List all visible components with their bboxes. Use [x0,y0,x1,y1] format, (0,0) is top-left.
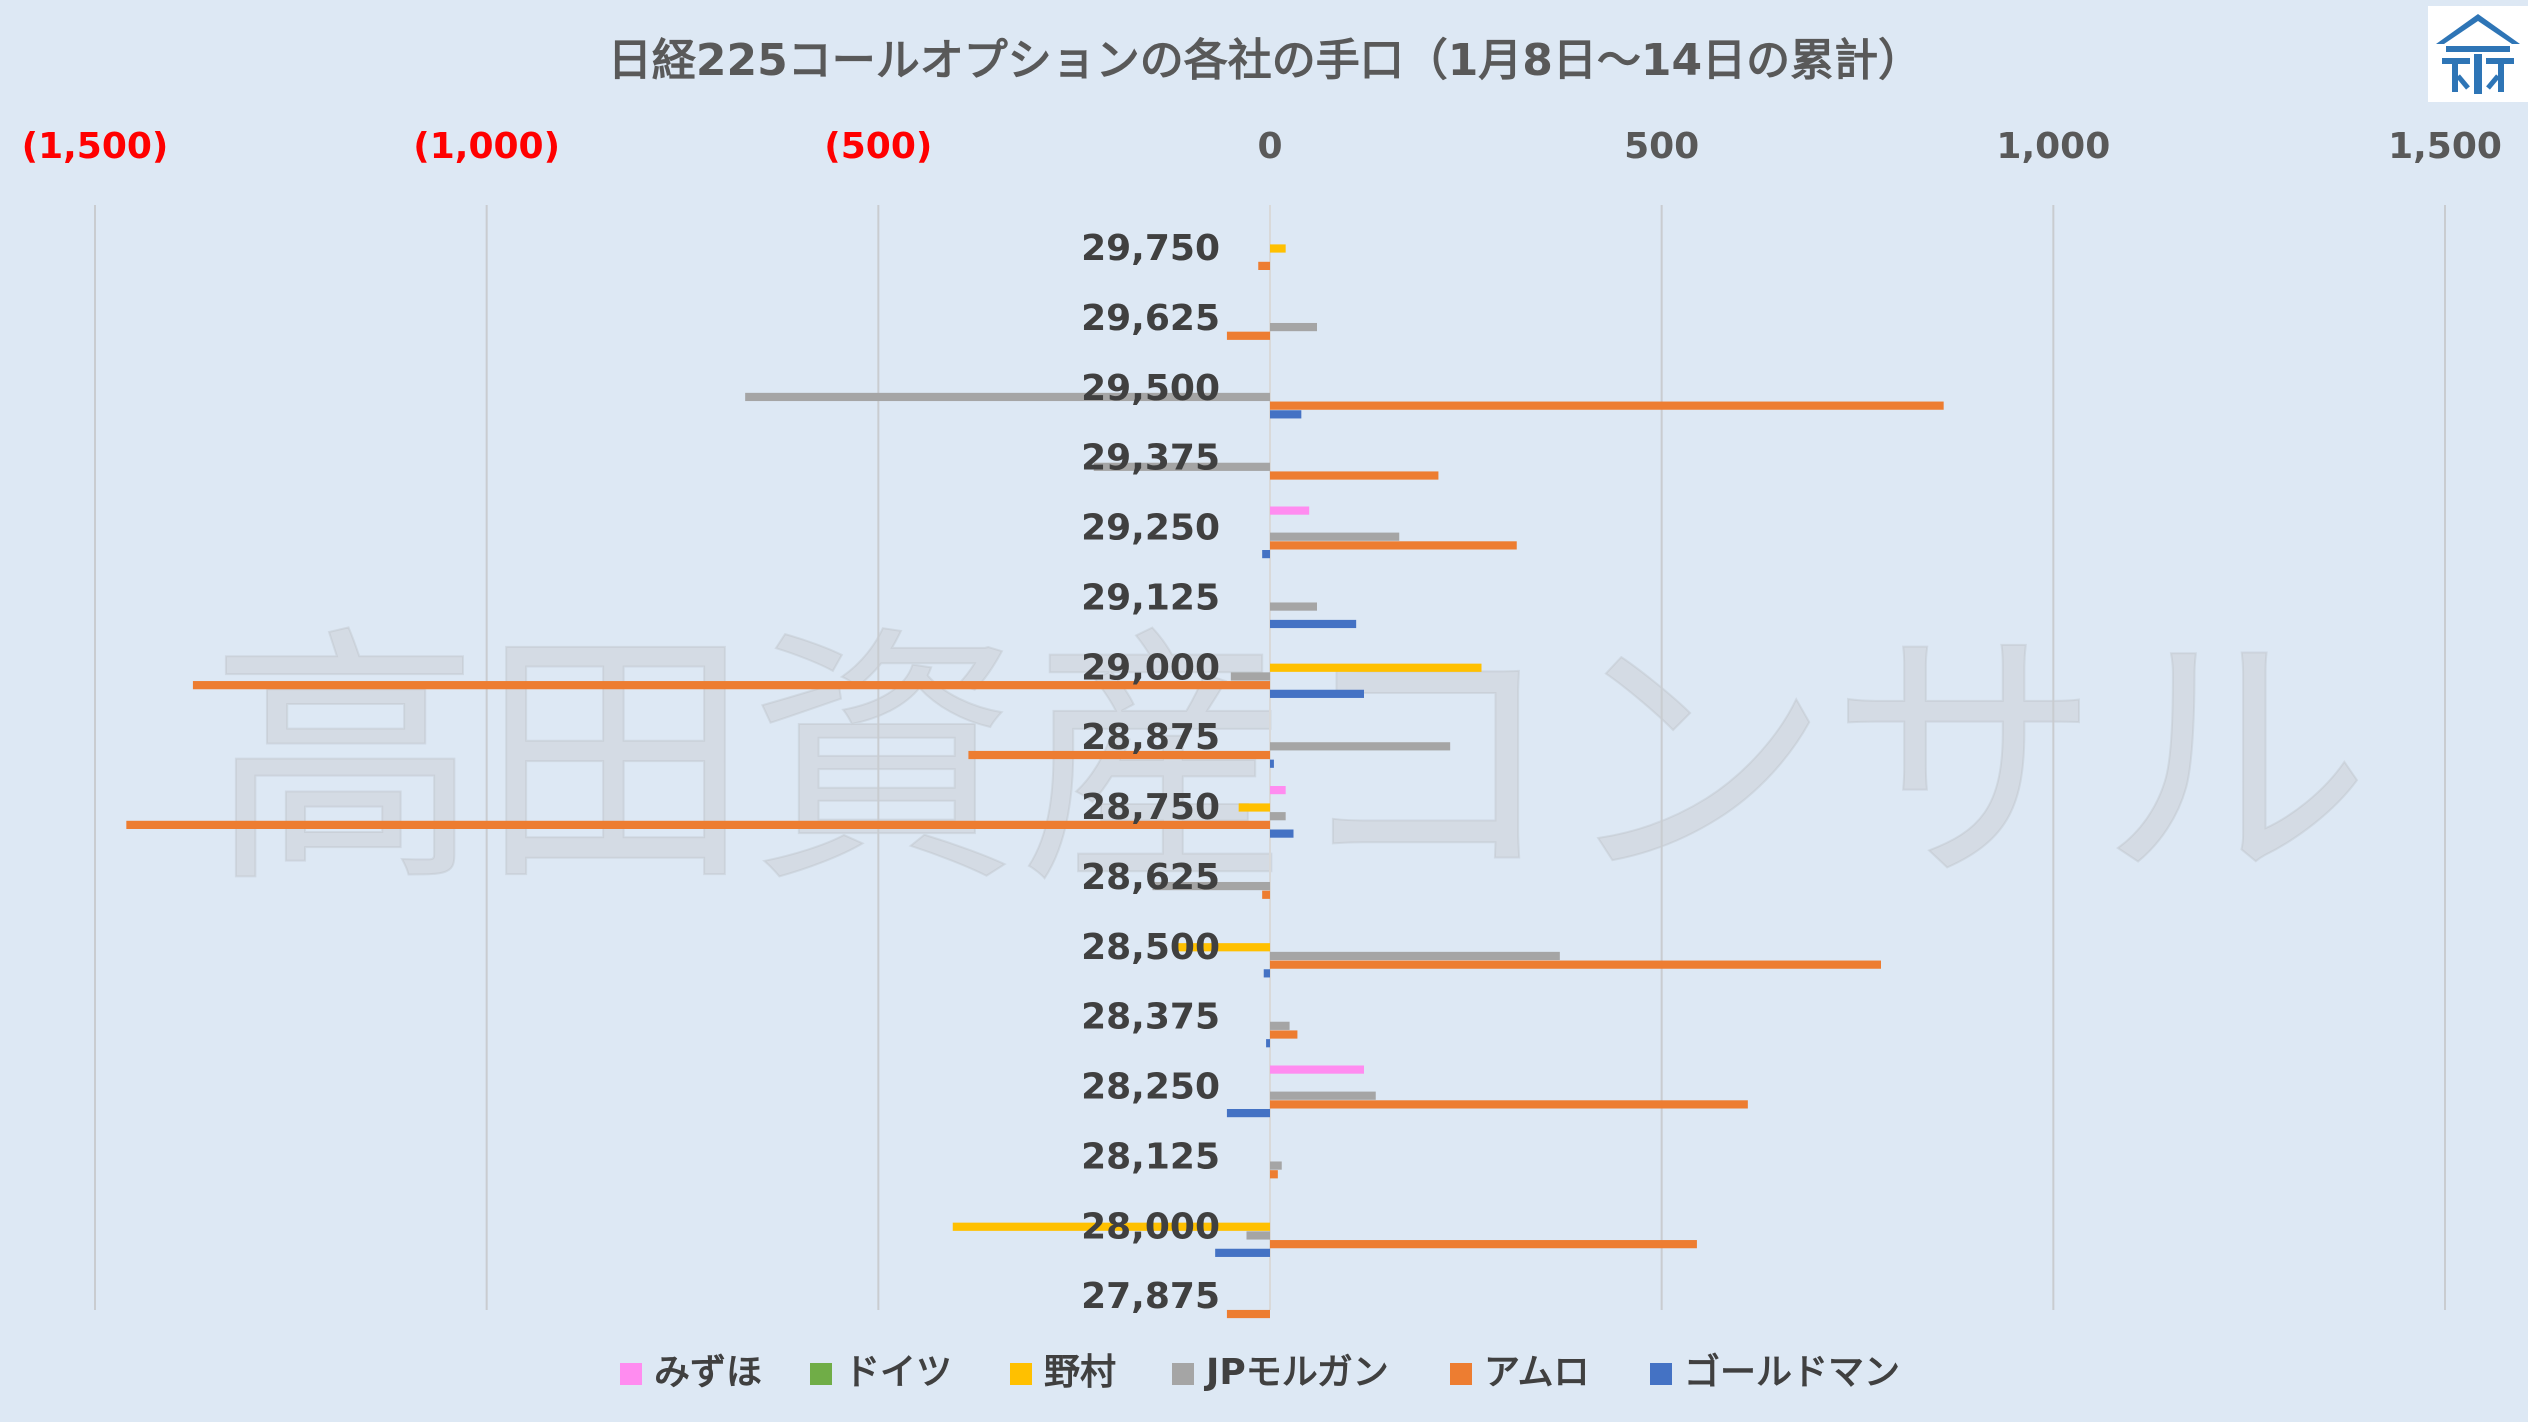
legend-swatch [1172,1363,1194,1385]
bar [1270,1240,1697,1249]
bar [1215,1248,1270,1257]
category-label: 28,375 [1081,997,1220,1038]
bar [1226,1309,1270,1319]
bar [192,681,1271,690]
bar [1270,401,1944,410]
category-label: 28,250 [1081,1067,1220,1108]
x-tick-label: 1,000 [1996,126,2110,167]
bar [1270,960,1881,969]
bar [1270,689,1364,698]
category-label: 29,625 [1081,298,1220,339]
legend-swatch [1450,1363,1472,1385]
bar [1226,331,1270,340]
legend-label: アムロ [1484,1352,1589,1393]
x-tick-label: (1,500) [22,126,169,167]
bar [1270,541,1517,550]
bar [745,392,1270,402]
bar [1270,1091,1376,1100]
bar [1270,322,1317,332]
category-labels: 29,750 29,625 29,500 29,375 29,250 29,125 29,0… [1081,228,1220,1317]
legend-label: ゴールドマン [1684,1351,1900,1393]
x-tick-label: (1,000) [413,126,560,167]
legend-label: 野村 [1044,1352,1116,1393]
gridlines [94,205,2446,1310]
bar [1270,812,1286,821]
bar [1270,1021,1290,1030]
category-label: 28,875 [1081,717,1220,758]
bar [1270,1170,1278,1179]
bars [126,244,1944,1319]
category-label: 28,000 [1081,1206,1220,1247]
bar [1270,1030,1298,1039]
bar [1270,410,1302,419]
bar [1270,619,1357,629]
bar [1262,890,1270,899]
legend-swatch [620,1363,642,1385]
bar [1270,742,1451,751]
bar [1266,1039,1270,1048]
bar [1270,244,1286,253]
x-tick-label: 0 [1257,126,1282,167]
legend-label: みずほ [654,1352,762,1393]
legend: みずほ ドイツ 野村 JPモルガン アムロ ゴールドマン [620,1351,1900,1393]
bar [1176,943,1270,952]
bar [1270,506,1310,515]
category-label: 27,875 [1081,1276,1220,1317]
bar [1270,1100,1748,1109]
x-tick-label: 500 [1624,126,1699,167]
category-label: 28,750 [1081,787,1220,828]
legend-swatch [1010,1363,1032,1385]
logo-icon [2428,6,2528,102]
category-label: 29,125 [1081,577,1220,618]
bar [1226,1109,1270,1118]
bar [1270,786,1286,795]
category-label: 28,125 [1081,1136,1220,1177]
category-label: 28,500 [1081,927,1220,968]
category-label: 29,500 [1081,368,1220,409]
bar [952,1222,1270,1231]
x-tick-label: (500) [824,126,932,167]
bar [1270,471,1439,480]
bar [1238,803,1270,812]
bar [1270,602,1317,611]
legend-swatch [1650,1363,1672,1385]
category-label: 28,625 [1081,857,1220,898]
category-label: 29,375 [1081,438,1220,479]
bar [1270,1161,1282,1170]
bar [968,750,1270,760]
category-label: 29,000 [1081,647,1220,688]
chart-title: 日経225コールオプションの各社の手口（1月8日～14日の累計） [608,35,1922,86]
bar [1270,951,1560,961]
bar [1093,462,1270,471]
bar [1270,759,1274,768]
bar [1258,261,1270,270]
watermark: 高田資産コンサル [210,604,2370,919]
legend-label: JPモルガン [1203,1352,1389,1393]
bar [1246,1231,1270,1240]
bar [1152,881,1270,891]
category-label: 29,250 [1081,508,1220,549]
bar [126,820,1270,829]
category-label: 29,750 [1081,228,1220,269]
bar [1270,1065,1364,1074]
x-tick-label: 1,500 [2388,126,2502,167]
x-axis-ticks: (1,500) (1,000) (500) 0 500 1,000 1,500 [22,126,2502,167]
legend-label: ドイツ [844,1352,952,1393]
bar [1270,663,1482,672]
bar [1230,672,1270,681]
bar [1262,550,1270,559]
bar [1270,532,1400,541]
bar [1263,969,1270,978]
bar [1270,829,1294,838]
legend-swatch [810,1363,832,1385]
